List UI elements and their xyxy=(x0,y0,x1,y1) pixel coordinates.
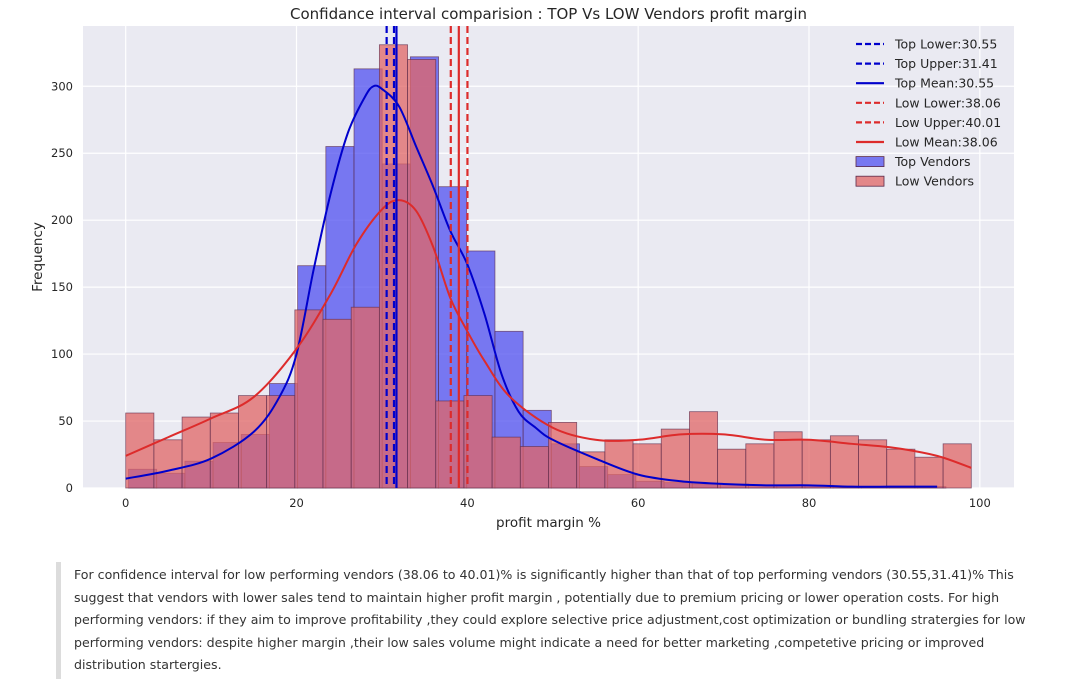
y-tick-label-1: 50 xyxy=(58,414,73,428)
bar-low-26 xyxy=(858,439,888,489)
legend-label-low-upper: Low Upper:40.01 xyxy=(895,115,1001,130)
analysis-note: For confidence interval for low performi… xyxy=(56,562,1056,679)
x-tick-label-5: 100 xyxy=(969,496,991,510)
y-tick-label-6: 300 xyxy=(51,79,73,93)
x-tick-label-4: 80 xyxy=(802,496,817,510)
y-tick-label-3: 150 xyxy=(51,280,73,294)
legend-label-low-vendors: Low Vendors xyxy=(895,174,974,189)
bar-low-21 xyxy=(717,448,747,489)
y-tick-label-0: 0 xyxy=(66,481,73,495)
y-tick-label-2: 100 xyxy=(51,347,73,361)
bar-low-23 xyxy=(773,431,803,489)
legend-swatch-top-vendors xyxy=(855,156,885,168)
x-tick-label-3: 60 xyxy=(631,496,646,510)
bar-low-10 xyxy=(407,59,437,489)
bar-low-14 xyxy=(519,446,549,489)
bar-low-13 xyxy=(491,436,521,489)
bar-low-22 xyxy=(745,443,775,489)
top-kde-line xyxy=(125,84,938,488)
chart: 0 20 40 60 80 100 0 50 100 150 200 250 300 profit mar… xyxy=(30,5,1014,531)
legend-swatch-low-vendors xyxy=(855,175,885,187)
legend-label-low-lower: Low Lower:38.06 xyxy=(895,95,1001,110)
bar-low-12 xyxy=(463,395,493,489)
legend-label-top-upper: Top Upper:31.41 xyxy=(894,56,998,71)
bar-low-20 xyxy=(689,411,719,489)
bar-low-7 xyxy=(322,318,352,489)
analysis-note-text: For confidence interval for low performi… xyxy=(74,567,1026,672)
bar-low-1 xyxy=(153,439,183,489)
legend-label-top-vendors: Top Vendors xyxy=(894,154,971,169)
bar-low-24 xyxy=(801,439,831,489)
x-axis-label: profit margin % xyxy=(496,515,601,531)
bar-low-2 xyxy=(181,416,211,489)
bar-low-16 xyxy=(576,451,606,489)
bar-low-6 xyxy=(294,309,324,489)
x-tick-label-1: 20 xyxy=(289,496,304,510)
bar-low-9 xyxy=(378,44,408,489)
y-tick-label-4: 200 xyxy=(51,213,73,227)
y-tick-label-5: 250 xyxy=(51,146,73,160)
chart-title: Confidance interval comparision : TOP Vs… xyxy=(290,5,807,23)
legend-label-low-mean: Low Mean:38.06 xyxy=(895,135,998,150)
bar-low-4 xyxy=(238,395,268,489)
legend-label-top-lower: Top Lower:30.55 xyxy=(894,37,997,52)
bar-low-27 xyxy=(886,448,916,489)
x-tick-label-2: 40 xyxy=(460,496,475,510)
y-axis-label: Frequency xyxy=(30,222,46,292)
bar-low-28 xyxy=(914,456,944,489)
low-kde-line xyxy=(125,199,972,469)
bar-low-8 xyxy=(350,306,380,489)
bar-low-15 xyxy=(548,421,578,489)
bar-low-29 xyxy=(942,443,972,489)
x-tick-label-0: 0 xyxy=(122,496,129,510)
histogram-chart: 0 20 40 60 80 100 0 50 100 150 200 250 300 profit mar… xyxy=(30,5,1014,531)
bar-low-3 xyxy=(209,412,239,489)
bar-low-18 xyxy=(632,443,662,489)
legend-label-top-mean: Top Mean:30.55 xyxy=(894,76,994,91)
